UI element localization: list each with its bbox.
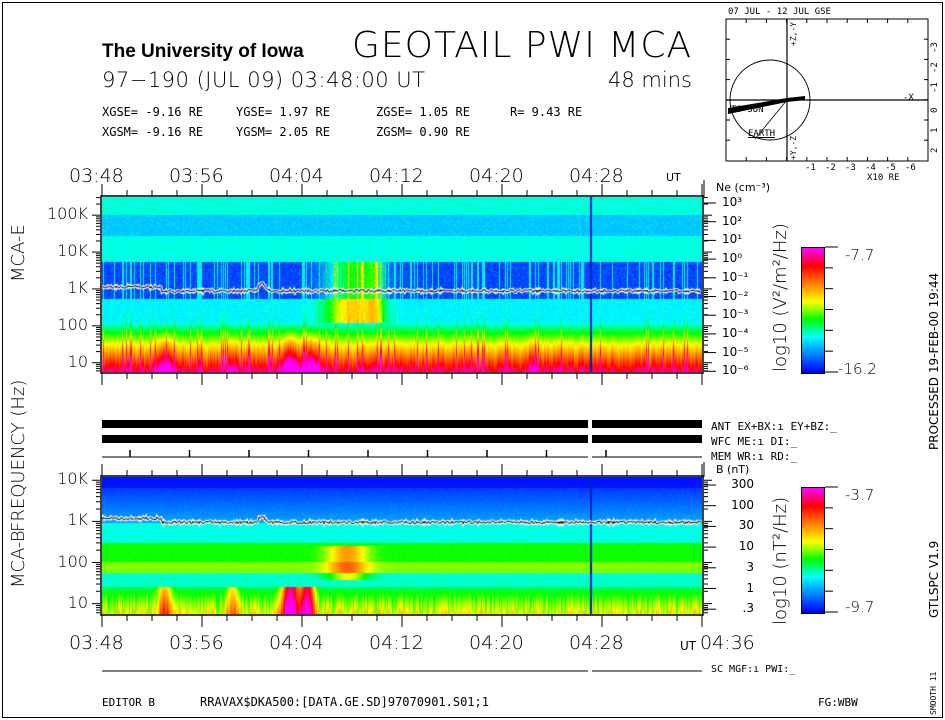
orbit-x-unit: X10 RE	[867, 173, 900, 183]
b-tick-label: 30	[738, 518, 754, 533]
date-line: 97−190 (JUL 09) 03:48:00 UT	[102, 68, 426, 92]
mca-b-spectrogram	[102, 477, 702, 614]
orbit-x-tick-label: -5	[885, 163, 896, 173]
status-bar-wfc	[592, 435, 702, 443]
mca-e-colorbar-min: -16.2	[838, 360, 877, 378]
duration-label: 48 mins	[608, 68, 692, 92]
orbit-x-tick-label: -6	[905, 163, 916, 173]
gse-r: R= 9.43 RE	[510, 105, 583, 119]
mca-b-freq-tick-label: 10K	[57, 469, 88, 489]
mca-e-freq-tick-label: 10	[67, 351, 88, 371]
bottom-time-tick-label: 03:48	[69, 632, 124, 654]
b-tick-label: 10	[738, 539, 754, 554]
mca-e-colorbar-label: log10 (V²/m²/Hz)	[770, 223, 791, 372]
b-tick-label: 3	[746, 559, 754, 574]
bottom-time-tick-label: 04:20	[469, 632, 524, 654]
top-time-tick-label: 03:48	[69, 165, 124, 187]
b-tick-label: .3	[742, 601, 754, 616]
ne-tick-label: 10⁻³	[722, 307, 749, 322]
ne-tick-label: 10⁻⁶	[722, 363, 749, 378]
orbit-title: 07 JUL - 12 JUL GSE	[728, 7, 831, 17]
bottom-time-tick-label: 04:12	[369, 632, 424, 654]
ne-tick-label: 10¹	[722, 232, 743, 247]
gse-x: XGSE= -9.16 RE	[102, 105, 204, 119]
status-mem: MEM WR:ı RD:_	[711, 450, 798, 463]
gse-y: YGSE= 1.97 RE	[236, 105, 330, 119]
orbit-x-tick-label: -1	[805, 163, 816, 173]
to-sun-label: TO SUN	[731, 105, 764, 115]
status-bar-ant	[592, 420, 702, 428]
mca-e-colorbar-max: -7.7	[845, 246, 875, 264]
ne-axis-label: Ne (cm⁻³)	[716, 181, 771, 194]
institution-label: The University of Iowa	[102, 41, 304, 62]
ne-tick-label: 10⁰	[722, 251, 743, 266]
earth-pointer	[754, 99, 788, 140]
b-tick-label: 1	[746, 580, 754, 595]
mca-b-colorbar-min: -9.7	[845, 598, 875, 616]
orbit-plot	[725, 18, 929, 162]
orbit-x-tick-label: -4	[865, 163, 876, 173]
orbit-x-tick-label: -3	[845, 163, 856, 173]
orbit-x-tick-label: -2	[825, 163, 836, 173]
earth-label: EARTH	[748, 129, 776, 139]
ne-tick-label: 10⁻⁵	[722, 344, 749, 359]
page-title: GEOTAIL PWI MCA	[352, 25, 693, 66]
mca-b-freq-tick-label: 10	[67, 592, 88, 612]
mca-e-freq-tick-label: 100K	[46, 204, 88, 224]
mca-b-colorbar-label: log10 (nT²/Hz)	[770, 496, 791, 625]
fg-label: FG:WBW	[818, 696, 858, 709]
b-axis-label: B (nT)	[716, 463, 750, 476]
data-file-path: RRAVAX$DKA500:[DATA.GE.SD]97070901.S01;1	[200, 695, 489, 709]
orbit-minus-x-label: -X	[903, 93, 914, 103]
mca-b-colorbar-max: -3.7	[845, 486, 875, 504]
gsm-x: XGSM= -9.16 RE	[102, 125, 204, 139]
gsm-z: ZGSM= 0.90 RE	[376, 125, 470, 139]
ne-tick-label: 10⁻⁴	[722, 325, 749, 340]
ne-tick-label: 10⁻²	[722, 288, 749, 303]
ne-tick-label: 10²	[722, 213, 743, 228]
mca-e-freq-tick-label: 1K	[67, 277, 88, 297]
bottom-time-tick-label: 04:04	[269, 632, 324, 654]
bottom-ut-label: UT	[680, 639, 697, 653]
bottom-time-tick-label: 03:56	[169, 632, 224, 654]
top-time-tick-label: 03:56	[169, 165, 224, 187]
status-ant: ANT EX+BX:ı EY+BZ:_	[711, 420, 837, 433]
b-tick-label: 100	[731, 497, 754, 512]
ne-tick-label: 10⁻¹	[722, 269, 749, 284]
status-bar-ant	[102, 420, 588, 428]
mca-b-colorbar	[801, 487, 825, 614]
smooth-label: SMOOTH 11	[929, 671, 938, 715]
mca-e-colorbar	[801, 247, 825, 374]
status-sc: SC MGF:ı PWI:_	[711, 664, 796, 675]
version-label: GTLSPC V1.9	[927, 540, 941, 618]
mca-e-freq-tick-label: 100	[57, 314, 88, 334]
b-tick-label: 300	[731, 477, 754, 491]
panel-border	[100, 195, 704, 374]
top-time-tick-label: 04:04	[269, 165, 324, 187]
bottom-end-time: 04:36	[700, 632, 755, 654]
gsm-y: YGSM= 2.05 RE	[236, 125, 330, 139]
mca-e-spectrogram	[102, 197, 702, 372]
status-wfc: WFC ME:ı DI:_	[711, 435, 798, 448]
status-bar-wfc	[102, 435, 588, 443]
ne-tick-label: 10³	[722, 195, 743, 209]
mca-b-freq-tick-label: 100	[57, 551, 88, 571]
processed-label: PROCESSED 19-FEB-00 19:44	[927, 272, 941, 450]
top-ut-label: UT	[666, 171, 681, 184]
editor-label: EDITOR B	[102, 696, 155, 709]
orbit-track	[728, 96, 805, 114]
mca-b-freq-tick-label: 1K	[67, 510, 88, 530]
top-time-tick-label: 04:20	[469, 165, 524, 187]
gse-z: ZGSE= 1.05 RE	[376, 105, 470, 119]
mca-e-freq-tick-label: 10K	[57, 241, 88, 261]
top-time-tick-label: 04:12	[369, 165, 424, 187]
top-time-tick-label: 04:28	[569, 165, 624, 187]
bottom-time-tick-label: 04:28	[569, 632, 624, 654]
